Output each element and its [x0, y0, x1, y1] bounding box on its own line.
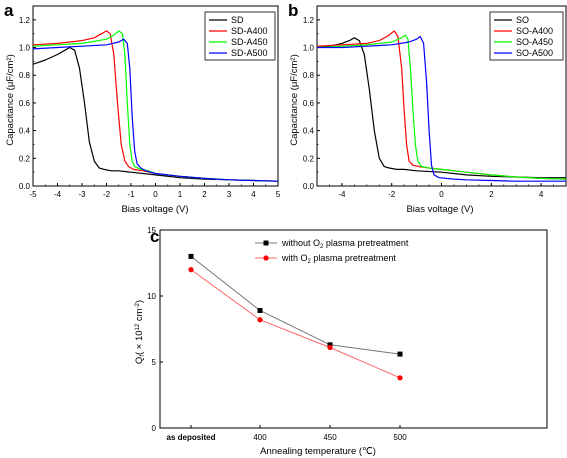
panel-b-legend-label: SO: [516, 15, 529, 25]
panel-b-ytick-label: 0.6: [303, 99, 315, 108]
panel-b-ytick-label: 0.4: [303, 127, 315, 136]
panel-c-point: [188, 267, 194, 273]
panel-c-xtick-label: 500: [393, 433, 407, 442]
panel-a-ytick-label: 0.8: [19, 71, 31, 80]
panel-b-legend-label: SO-A450: [516, 37, 553, 47]
panel-a-xtick-label: -5: [29, 190, 37, 199]
panel-c-xtick-label: 400: [253, 433, 267, 442]
panel-a-letter: a: [4, 1, 14, 20]
panel-c-ytick-label: 15: [147, 226, 156, 235]
panel-c-point: [397, 351, 403, 357]
panel-b-xlabel: Bias voltage (V): [406, 204, 473, 215]
panel-c-legend-marker: [263, 255, 269, 261]
panel-a-legend-label: SD-A400: [231, 26, 268, 36]
panel-a-ytick-label: 1.2: [19, 16, 31, 25]
panel-c-legend-label: with O2 plasma pretreatment: [281, 253, 396, 265]
panel-b-series-line: [317, 34, 566, 180]
panel-c-ytick-label: 10: [147, 292, 156, 301]
panel-b-ytick-label: 0.2: [303, 154, 315, 163]
panel-c-xtick-label: as deposited: [167, 433, 216, 442]
panel-a-ytick-label: 1.0: [19, 44, 31, 53]
panel-a-ytick-label: 0.4: [19, 127, 31, 136]
panel-a-xtick-label: -4: [54, 190, 62, 199]
panel-b-ylabel: Capacitance (μF/cm²): [289, 54, 300, 146]
panel-a-xtick-label: -1: [127, 190, 135, 199]
panel-c-ytick-label: 0: [152, 424, 157, 433]
panel-a-ylabel: Capacitance (μF/cm²): [5, 54, 16, 146]
panel-b-legend-label: SO-A400: [516, 26, 553, 36]
panel-b: b -4 -2 0 2 4 0.0 0.2 0.4 0.6 0.8 1.0 1.2 Bias volt…: [288, 1, 567, 215]
panel-c-point: [327, 342, 333, 348]
panel-a: a -5 -4 -3 -2 -1 0 1 2 3 4 50.00.20.40.60.81.01.2 …: [4, 1, 281, 215]
panel-a-legend-label: SD-A500: [231, 48, 268, 58]
panel-a-xtick-label: -3: [78, 190, 86, 199]
panel-b-xtick-label: 4: [539, 190, 544, 199]
panel-b-series-line: [317, 37, 566, 179]
panel-a-ytick-label: 0.0: [19, 182, 31, 191]
panel-c-letter: c: [150, 227, 159, 246]
panel-a-ytick-label: 0.6: [19, 99, 31, 108]
panel-c-frame: [159, 229, 548, 429]
panel-c-ytick-label: 5: [152, 358, 157, 367]
panel-a-xtick-label: -2: [103, 190, 111, 199]
panel-b-xtick-label: -2: [388, 190, 396, 199]
panel-c-xtick-label: 450: [323, 433, 337, 442]
panel-a-legend-label: SD-A450: [231, 37, 268, 47]
panel-c-legend-marker: [263, 240, 269, 246]
panel-b-ytick-label: 1.0: [303, 44, 315, 53]
panel-c-series-line: [190, 269, 401, 379]
panel-b-ytick-label: 1.2: [303, 16, 315, 25]
panel-c-point: [257, 317, 263, 323]
panel-c-ylabel: Qf( × 1012 cm-2): [134, 300, 146, 364]
panel-b-ytick-label: 0.8: [303, 71, 315, 80]
panel-a-series-line: [33, 46, 278, 182]
panel-a-xtick-label: 5: [276, 190, 281, 199]
panel-b-xtick-label: -4: [338, 190, 346, 199]
panel-a-legend-label: SD: [231, 15, 244, 25]
panel-c-point: [257, 308, 263, 314]
panel-a-xtick-label: 3: [227, 190, 232, 199]
panel-c-xlabel: Annealing temperature (℃): [260, 446, 376, 457]
panel-b-xtick-label: 2: [489, 190, 494, 199]
panel-b-series-line: [317, 35, 566, 182]
panel-b-xtick-label: 0: [439, 190, 444, 199]
panel-a-xtick-label: 1: [178, 190, 183, 199]
panel-c-point: [188, 253, 194, 259]
panel-c-legend-label: without O2 plasma pretreatment: [281, 238, 409, 250]
panel-a-ytick-label: 0.2: [19, 154, 31, 163]
panel-c-point: [397, 375, 403, 381]
panel-a-xtick-label: 2: [202, 190, 207, 199]
panel-c-series-line: [190, 256, 401, 355]
panel-c-point: [327, 344, 333, 351]
panel-c: c 0 5 10 15 as deposited 400 450 500 Annealing …: [134, 226, 548, 457]
panel-a-xtick-label: 4: [251, 190, 256, 199]
panel-a-xtick-label: 0: [153, 190, 158, 199]
panel-b-legend-label: SO-A500: [516, 48, 553, 58]
panel-a-xlabel: Bias voltage (V): [121, 204, 188, 215]
panel-b-letter: b: [288, 1, 298, 20]
panel-a-series-line: [33, 38, 278, 182]
panel-b-ytick-label: 0.0: [303, 182, 315, 191]
